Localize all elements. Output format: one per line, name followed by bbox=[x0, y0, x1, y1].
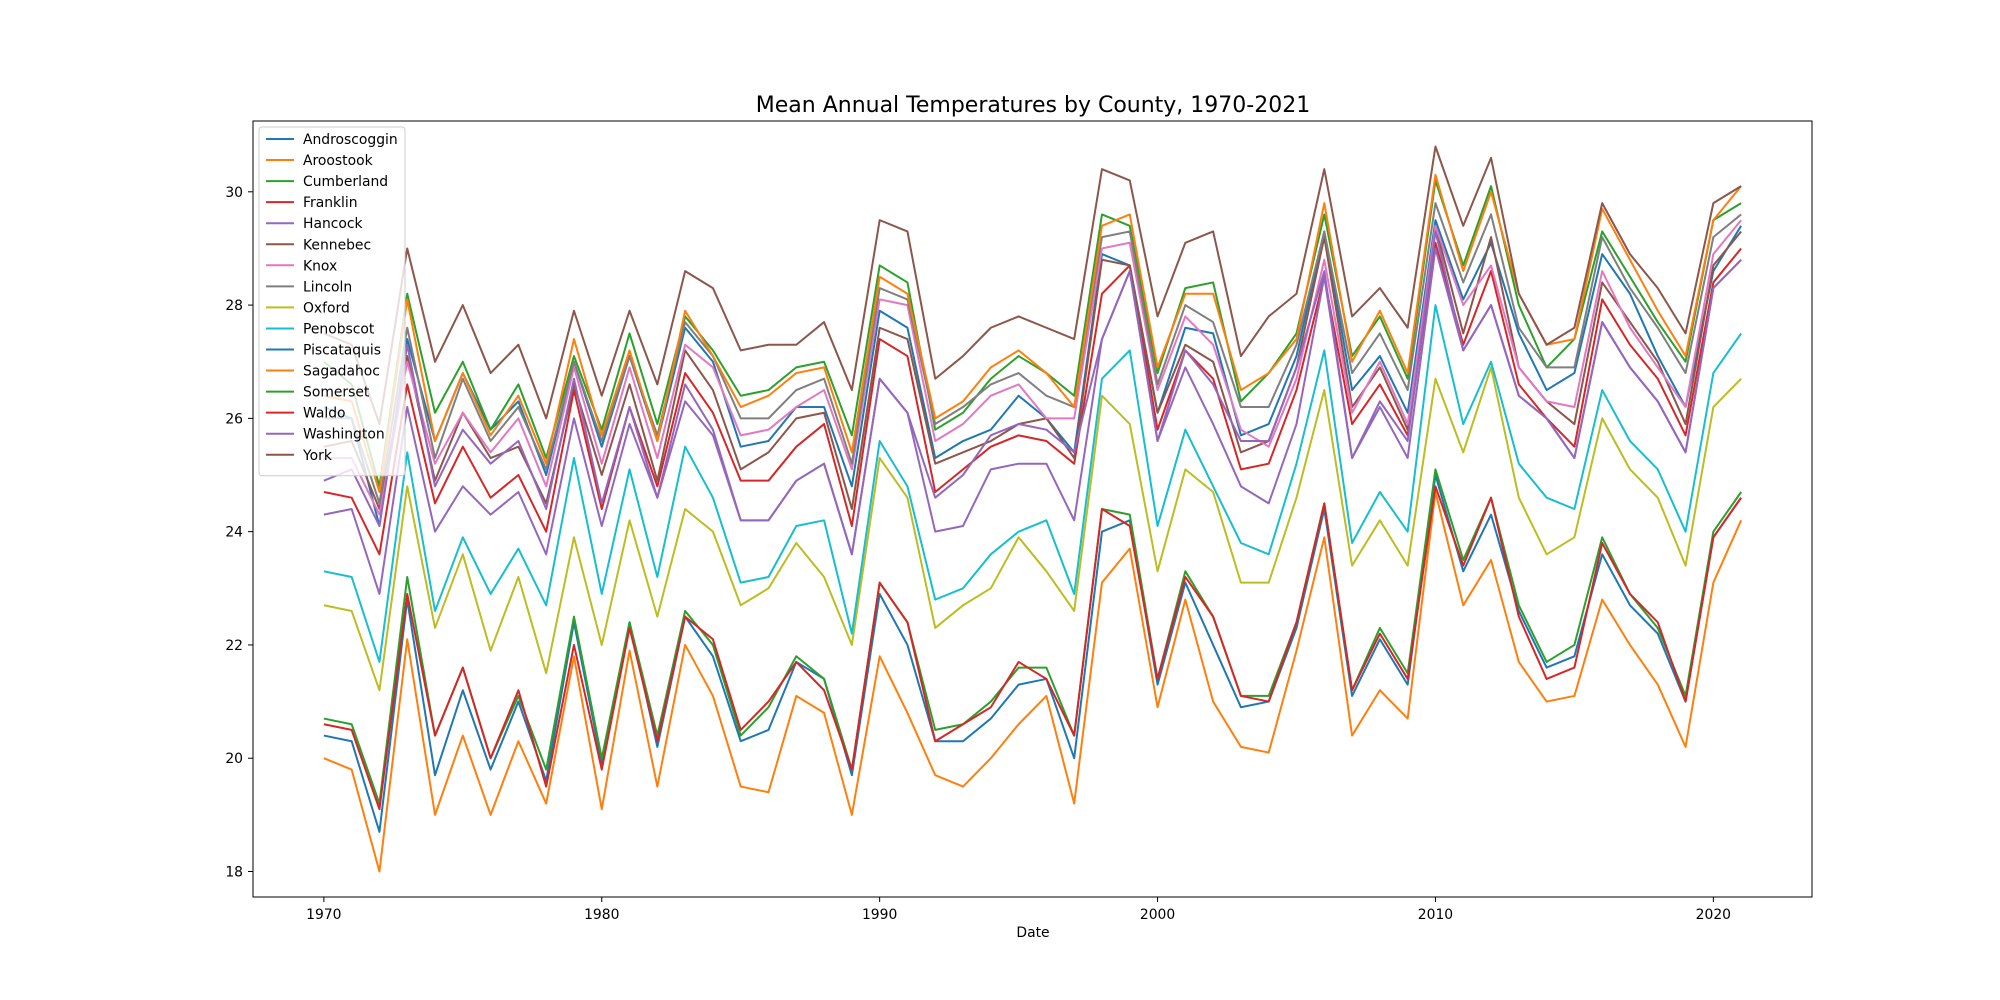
y-tick-label: 30 bbox=[225, 185, 243, 201]
plot-frame bbox=[252, 120, 1813, 898]
y-tick-label: 24 bbox=[225, 525, 243, 541]
legend-label-waldo: Waldo bbox=[303, 406, 346, 422]
series-line-kennebec bbox=[323, 224, 1742, 510]
series-line-lincoln bbox=[323, 202, 1742, 505]
legend-label-aroostook: Aroostook bbox=[303, 153, 373, 169]
x-tick-label: 2000 bbox=[1140, 907, 1175, 923]
legend-label-somerset: Somerset bbox=[303, 385, 370, 401]
legend-box bbox=[258, 126, 406, 477]
legend-label-cumberland: Cumberland bbox=[303, 174, 388, 190]
y-tick-label: 20 bbox=[225, 751, 243, 767]
series-line-oxford bbox=[323, 366, 1742, 692]
legend-label-piscataquis: Piscataquis bbox=[303, 343, 381, 359]
legend-label-knox: Knox bbox=[303, 258, 337, 274]
series-line-sagadahoc bbox=[323, 173, 1742, 494]
legend-label-penobscot: Penobscot bbox=[303, 321, 375, 337]
series-line-aroostook bbox=[323, 491, 1743, 873]
legend-label-lincoln: Lincoln bbox=[303, 279, 352, 295]
series-line-androscoggin bbox=[323, 219, 1742, 527]
chart-title: Mean Annual Temperatures by County, 1970… bbox=[756, 93, 1310, 118]
y-tick-label: 18 bbox=[225, 865, 243, 881]
legend-label-kennebec: Kennebec bbox=[303, 237, 371, 253]
legend-label-sagadahoc: Sagadahoc bbox=[303, 364, 380, 380]
legend-label-oxford: Oxford bbox=[303, 300, 350, 316]
legend-label-androscoggin: Androscoggin bbox=[303, 132, 398, 148]
series-line-franklin bbox=[323, 241, 1742, 556]
x-tick-label: 1970 bbox=[306, 907, 341, 923]
y-tick-label: 22 bbox=[225, 638, 243, 654]
x-tick-label: 2020 bbox=[1696, 907, 1731, 923]
series-line-piscataquis bbox=[323, 474, 1742, 833]
legend-label-york: York bbox=[302, 448, 332, 464]
series-layer bbox=[323, 145, 1743, 873]
y-tick-label: 28 bbox=[225, 298, 243, 314]
y-axis: 18 20 22 24 26 28 30 bbox=[225, 185, 253, 881]
x-tick-label: 2010 bbox=[1418, 907, 1453, 923]
x-axis: 1970 1980 1990 2000 2010 2020 bbox=[306, 897, 1731, 923]
series-line-waldo bbox=[323, 485, 1742, 811]
legend-label-franklin: Franklin bbox=[303, 195, 358, 211]
series-line-washington bbox=[323, 230, 1742, 556]
series-line-penobscot bbox=[323, 304, 1742, 663]
x-axis-label: Date bbox=[1016, 925, 1049, 941]
legend-label-washington: Washington bbox=[303, 427, 385, 443]
x-tick-label: 1990 bbox=[862, 907, 897, 923]
y-tick-label: 26 bbox=[225, 411, 243, 427]
x-tick-label: 1980 bbox=[584, 907, 619, 923]
series-line-york bbox=[323, 145, 1742, 426]
series-line-knox bbox=[323, 219, 1742, 516]
legend: Androscoggin Aroostook Cumberland Franklin H… bbox=[258, 126, 406, 477]
series-line-somerset bbox=[323, 468, 1742, 805]
legend-label-hancock: Hancock bbox=[303, 216, 363, 232]
